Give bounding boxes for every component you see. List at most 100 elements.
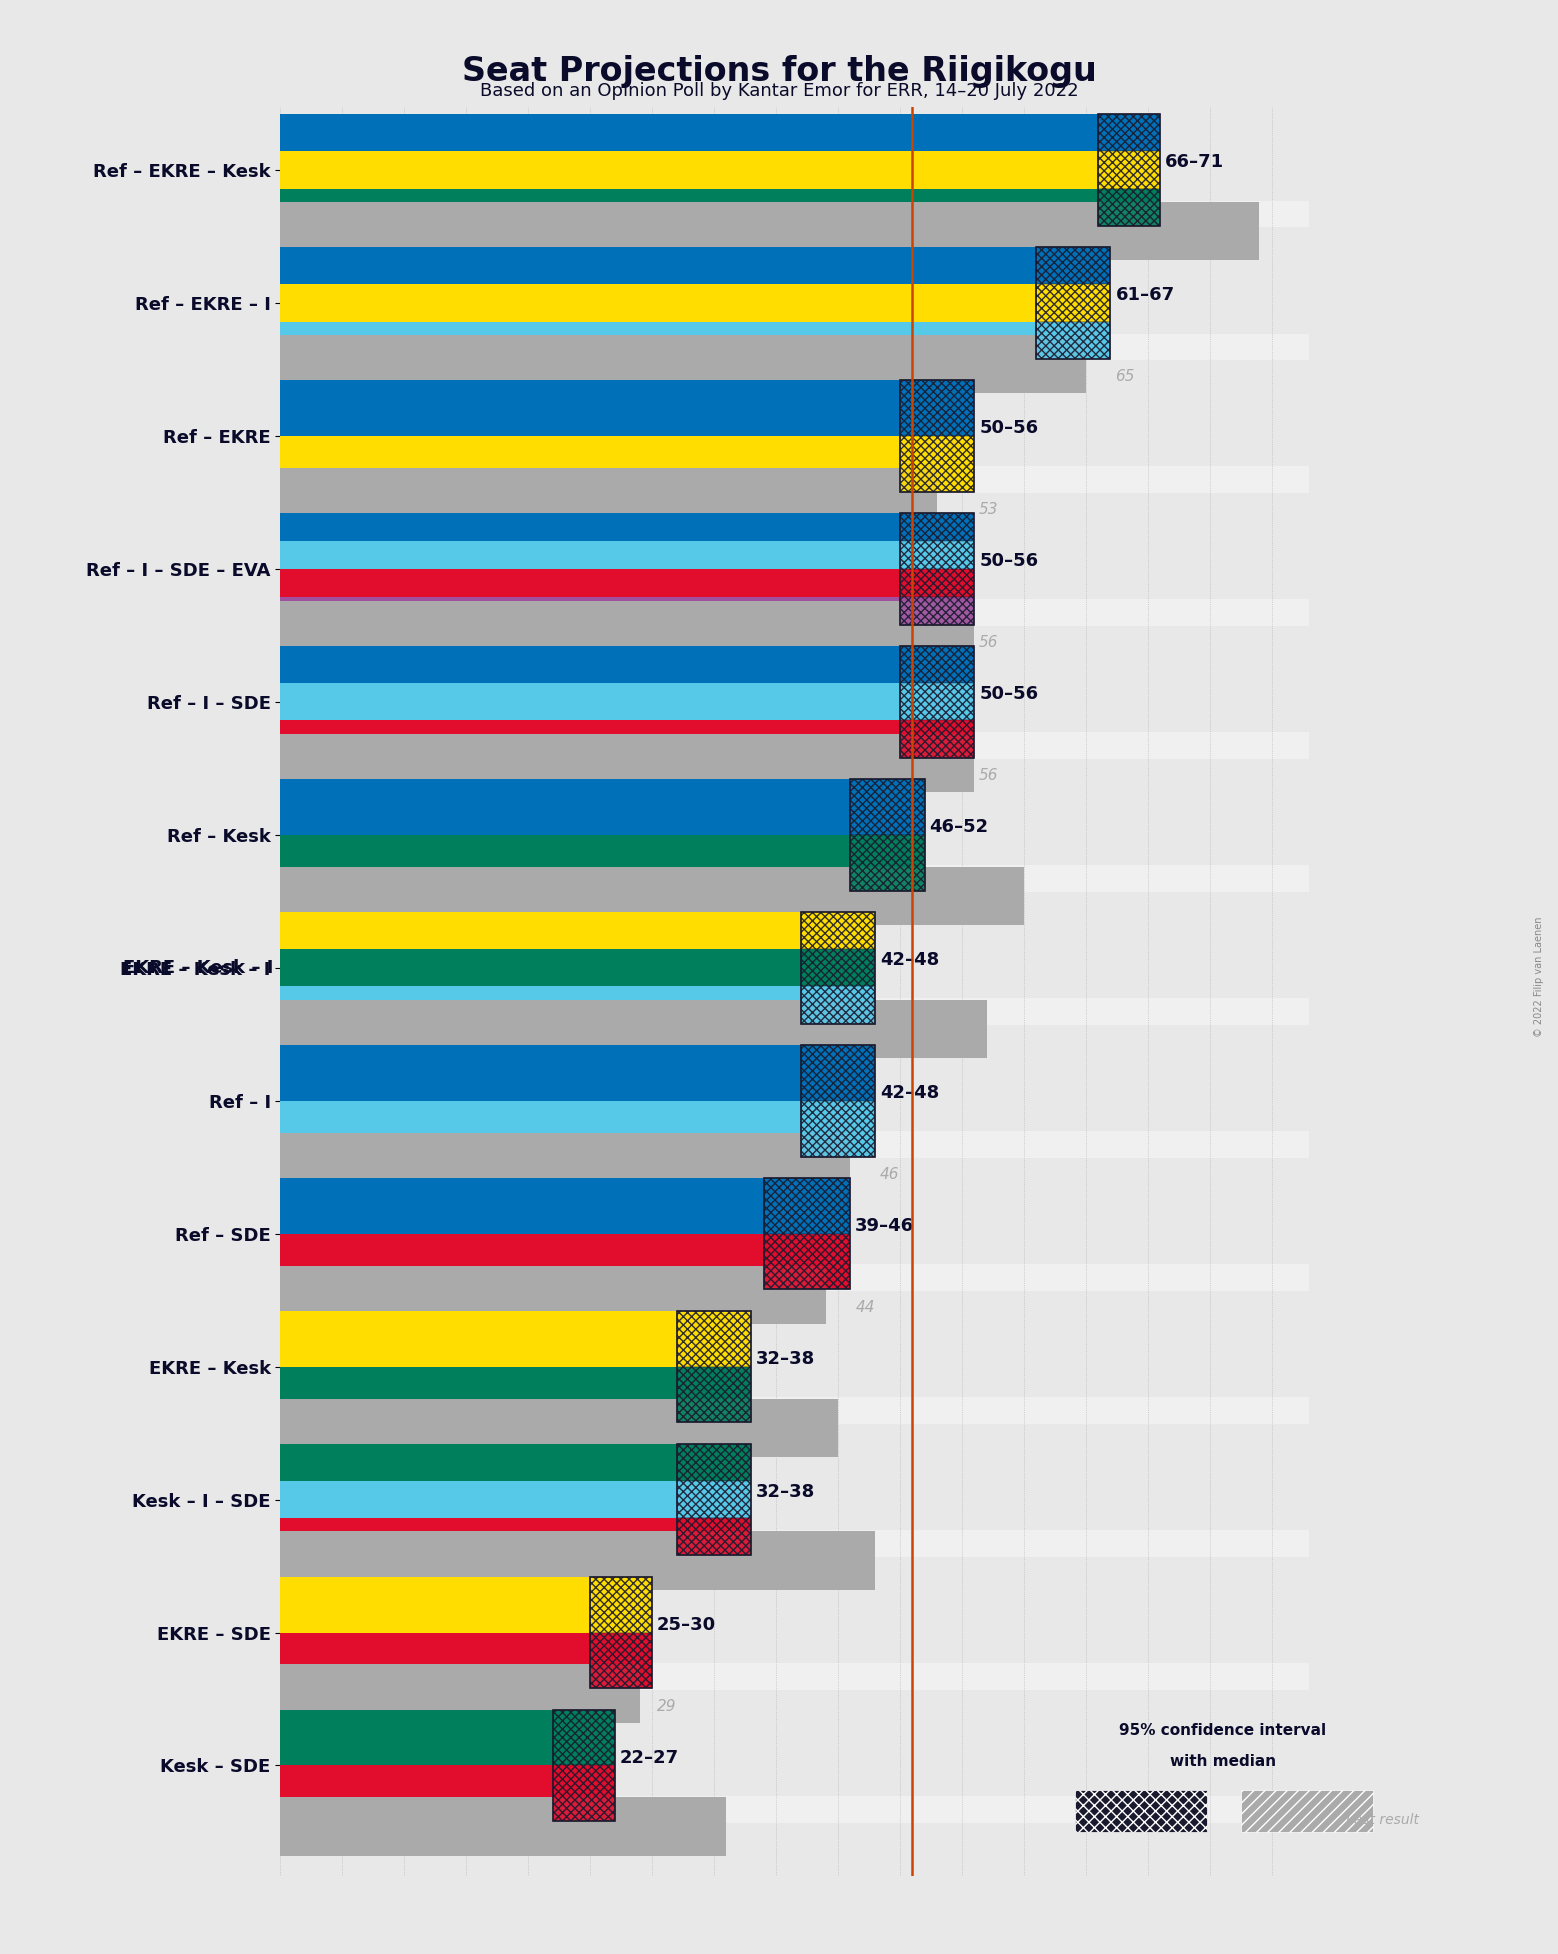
Bar <box>280 1399 838 1458</box>
Bar <box>280 1481 751 1518</box>
Text: Seat Projections for the Riigikogu: Seat Projections for the Riigikogu <box>461 55 1097 88</box>
Text: 45: 45 <box>756 1432 776 1448</box>
Bar <box>763 1233 851 1290</box>
Bar <box>1036 246 1111 285</box>
Bar <box>280 514 974 541</box>
Bar <box>280 1264 1309 1292</box>
Bar <box>676 1366 751 1423</box>
Text: 66–71: 66–71 <box>1165 152 1225 172</box>
Bar <box>280 190 1161 227</box>
Bar <box>1036 246 1111 360</box>
Bar <box>676 1311 751 1366</box>
Bar <box>676 1481 751 1518</box>
Text: 22–27: 22–27 <box>620 1749 679 1766</box>
Bar <box>901 647 974 684</box>
Text: © 2022 Filip van Laenen: © 2022 Filip van Laenen <box>1535 916 1544 1038</box>
Bar <box>280 866 1309 891</box>
Text: 42–48: 42–48 <box>880 1084 939 1102</box>
Bar <box>280 647 974 684</box>
Bar <box>1098 113 1161 150</box>
Bar <box>280 1710 615 1766</box>
Bar <box>280 246 1111 285</box>
Bar <box>851 780 924 891</box>
Bar <box>280 1045 876 1100</box>
Bar <box>280 733 1309 758</box>
Bar <box>280 1518 751 1555</box>
Text: 32–38: 32–38 <box>756 1350 815 1368</box>
Bar <box>280 1397 1309 1424</box>
Bar <box>676 1444 751 1555</box>
Bar <box>590 1632 653 1688</box>
Text: 95% confidence interval: 95% confidence interval <box>1120 1723 1326 1737</box>
Bar <box>553 1766 615 1821</box>
Bar <box>280 987 876 1024</box>
Bar <box>280 467 1309 492</box>
Bar <box>901 541 974 569</box>
Bar <box>676 1311 751 1423</box>
Bar <box>280 1798 726 1856</box>
Bar <box>1075 1790 1207 1831</box>
Bar <box>901 684 974 721</box>
Bar <box>280 998 1309 1026</box>
Bar <box>280 721 974 758</box>
Text: 50–56: 50–56 <box>978 418 1038 438</box>
Bar <box>801 1045 876 1157</box>
Text: 50–56: 50–56 <box>978 684 1038 703</box>
Text: 42–48: 42–48 <box>880 952 939 969</box>
Bar <box>1240 1790 1373 1831</box>
Text: 57: 57 <box>880 1034 899 1049</box>
Bar <box>280 285 1111 322</box>
Bar <box>280 868 1024 924</box>
Bar <box>280 334 1086 393</box>
Bar <box>280 379 974 436</box>
Bar <box>801 1100 876 1157</box>
Bar <box>801 913 876 950</box>
Bar <box>280 436 974 492</box>
Bar <box>763 1178 851 1290</box>
Bar <box>1098 113 1161 227</box>
Bar <box>590 1577 653 1688</box>
Bar <box>901 436 974 492</box>
Bar <box>901 379 974 492</box>
Bar <box>280 1233 851 1290</box>
Bar <box>280 1444 751 1481</box>
Bar <box>1036 322 1111 360</box>
Text: EKRE – Kesk – I: EKRE – Kesk – I <box>123 959 274 977</box>
Bar <box>280 596 974 625</box>
Bar <box>280 322 1111 360</box>
Bar <box>801 913 876 1024</box>
Bar <box>1036 285 1111 322</box>
Bar <box>280 1366 751 1423</box>
Bar <box>280 913 876 950</box>
Bar <box>280 834 924 891</box>
Bar <box>1098 190 1161 227</box>
Text: 29: 29 <box>657 1698 676 1714</box>
Bar <box>280 1663 1309 1690</box>
Bar <box>590 1577 653 1632</box>
Bar <box>901 514 974 541</box>
Bar <box>280 1632 653 1688</box>
Text: 36: 36 <box>620 1833 639 1847</box>
Bar <box>280 1000 986 1059</box>
Bar <box>280 684 974 721</box>
Text: Last result: Last result <box>1346 1813 1419 1827</box>
Bar <box>280 780 924 834</box>
Bar <box>280 201 1309 227</box>
Bar <box>763 1178 851 1233</box>
Bar <box>901 596 974 625</box>
Bar <box>553 1710 615 1766</box>
Bar <box>676 1444 751 1481</box>
Bar <box>801 950 876 987</box>
Text: 46–52: 46–52 <box>930 819 989 836</box>
Bar <box>851 834 924 891</box>
Bar <box>280 950 876 987</box>
Text: 65: 65 <box>1116 369 1134 385</box>
Bar <box>280 150 1161 190</box>
Bar <box>280 1766 615 1821</box>
Bar <box>280 1178 851 1233</box>
Bar <box>280 541 974 569</box>
Bar <box>801 987 876 1024</box>
Bar <box>280 1133 851 1192</box>
Bar <box>280 1665 640 1723</box>
Text: 56: 56 <box>978 635 999 651</box>
